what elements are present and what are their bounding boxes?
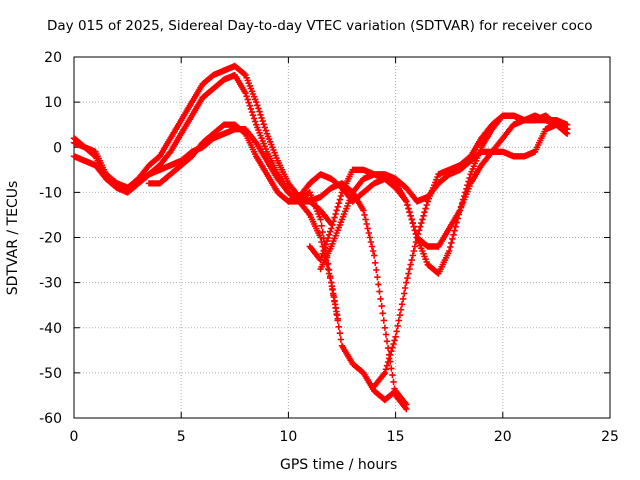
y-tick-label: -20	[39, 231, 62, 247]
x-tick-label: 15	[387, 429, 405, 445]
x-axis-label: GPS time / hours	[280, 457, 398, 473]
axis-ticks: 0 5 10 15 20 25 20 10 0 -10 -20 -30 -40 -50 -60	[39, 50, 619, 445]
y-tick-label: -30	[39, 276, 62, 292]
y-tick-label: -10	[39, 185, 62, 201]
data-points	[70, 62, 571, 413]
y-tick-label: -60	[39, 411, 62, 427]
y-tick-label: 0	[53, 140, 62, 156]
x-tick-label: 20	[494, 429, 512, 445]
x-tick-label: 5	[177, 429, 186, 445]
y-tick-label: -40	[39, 321, 62, 337]
x-tick-label: 25	[601, 429, 619, 445]
y-tick-label: 10	[44, 95, 62, 111]
data-point-markers	[285, 112, 571, 250]
series-track-5	[285, 112, 571, 250]
data-point-markers	[371, 112, 571, 390]
grid-lines	[74, 57, 610, 418]
series-track-8	[371, 112, 571, 390]
series-track-3	[145, 121, 410, 408]
x-tick-label: 0	[70, 429, 79, 445]
y-tick-label: -50	[39, 366, 62, 382]
y-tick-label: 20	[44, 50, 62, 66]
data-point-markers	[145, 121, 410, 408]
x-tick-label: 10	[279, 429, 297, 445]
